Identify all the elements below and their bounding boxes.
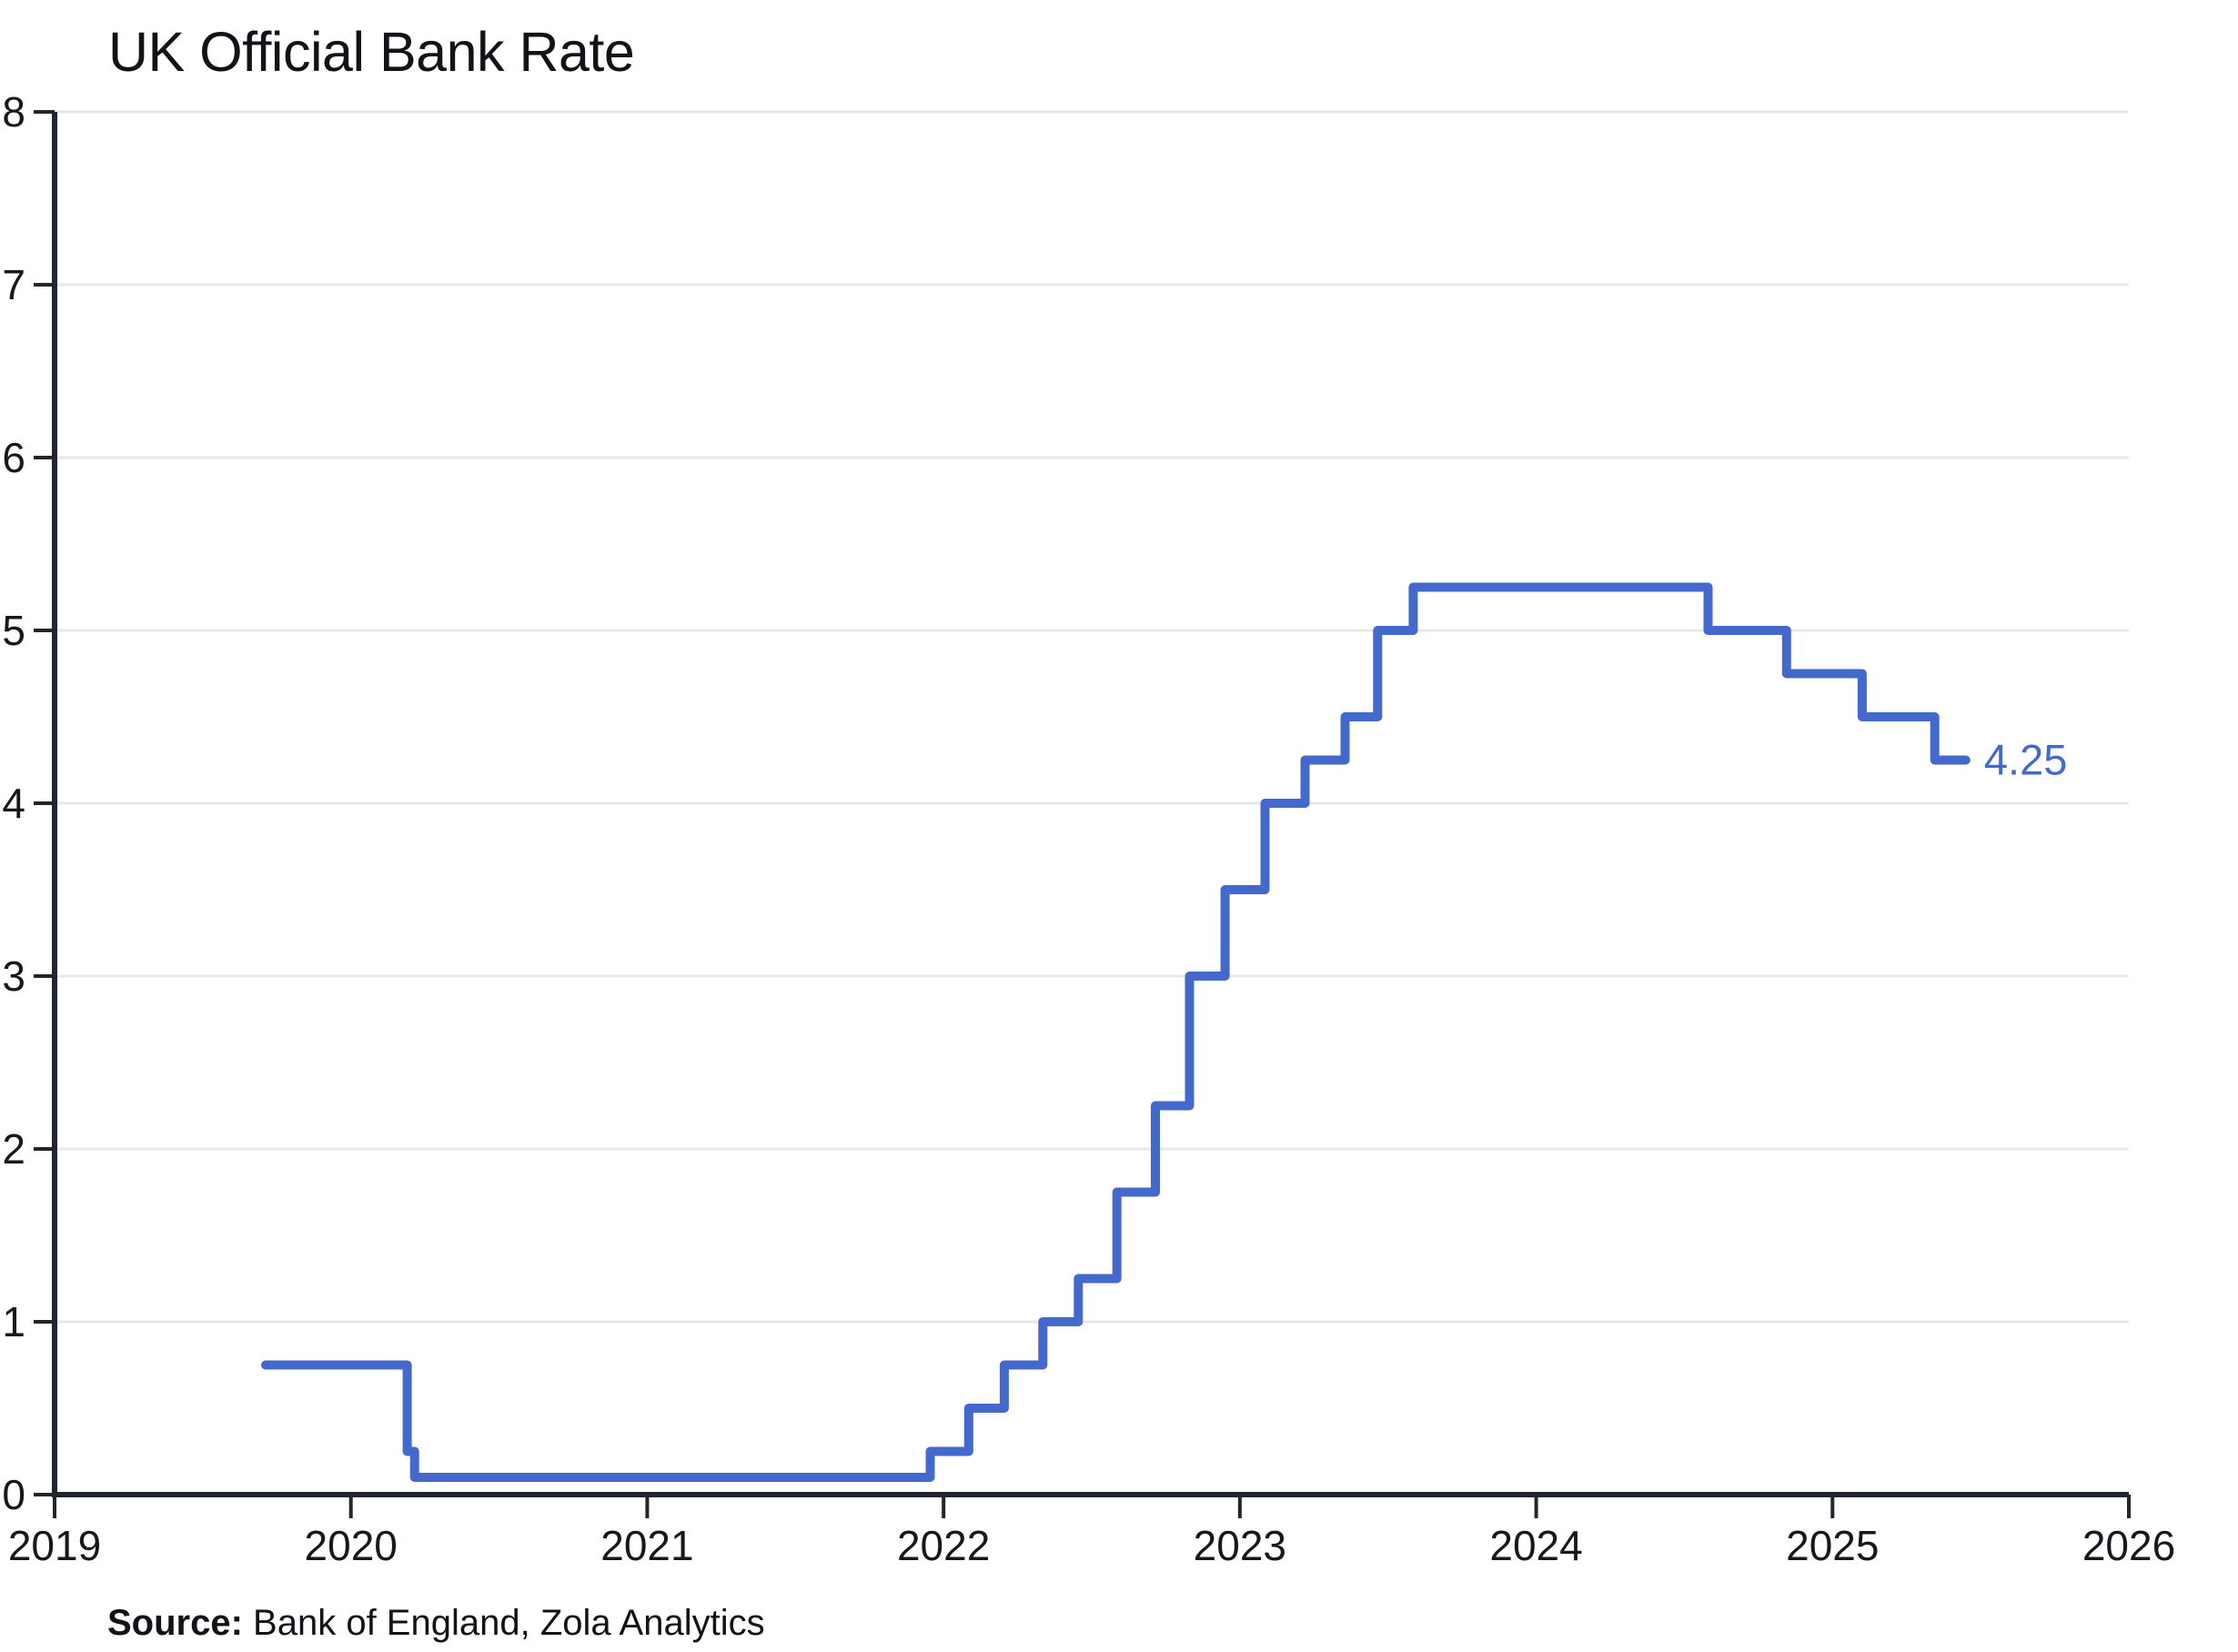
- x-tick-label: 2019: [8, 1522, 101, 1569]
- rate-step-line: [260, 582, 1971, 1482]
- x-tick-label: 2023: [1194, 1522, 1286, 1569]
- source-label: Source:: [107, 1603, 243, 1643]
- source-note: Source: Bank of England, Zola Analytics: [107, 1603, 765, 1644]
- gridlines-group: [55, 110, 2129, 1324]
- y-tick-label: 2: [2, 1125, 25, 1173]
- y-tick-label: 8: [2, 88, 25, 136]
- source-text: Bank of England, Zola Analytics: [242, 1603, 765, 1643]
- line-group: [260, 582, 1971, 1482]
- y-tick-label: 7: [2, 261, 25, 308]
- x-tick-label: 2026: [2082, 1522, 2175, 1569]
- x-tick-label: 2022: [897, 1522, 990, 1569]
- x-tick-label: 2024: [1489, 1522, 1582, 1569]
- y-tick-label: 1: [2, 1298, 25, 1345]
- y-tick-label: 3: [2, 952, 25, 1000]
- chart-title: UK Official Bank Rate: [108, 21, 635, 83]
- y-tick-label: 0: [2, 1471, 25, 1518]
- x-tick-label: 2020: [305, 1522, 398, 1569]
- x-tick-label: 2025: [1786, 1522, 1879, 1569]
- y-tick-label: 4: [2, 780, 25, 827]
- x-tick-label: 2021: [600, 1522, 693, 1569]
- y-tick-label: 5: [2, 607, 25, 654]
- end-value-label: 4.25: [1984, 736, 2067, 784]
- y-tick-label: 6: [2, 434, 25, 481]
- axes-group: 0 1 2 3 4 5 6 7 8 2019 2020 2021 2022 2023 2024 2025 202…: [2, 88, 2175, 1569]
